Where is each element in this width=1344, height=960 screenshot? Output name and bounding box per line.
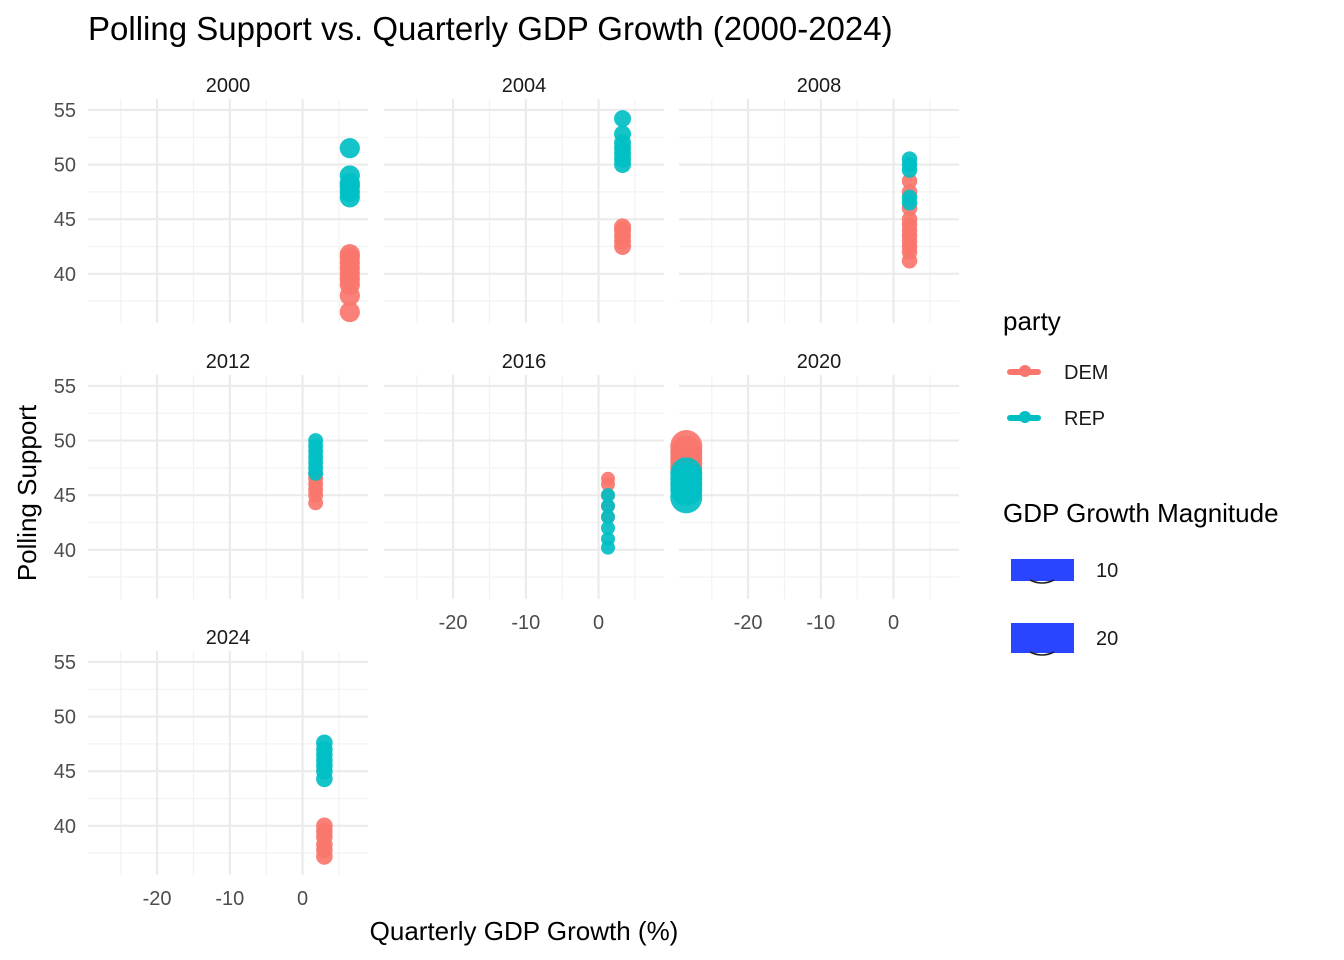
y-tick-label: 45 (54, 209, 76, 231)
data-point-rep-2016 (600, 488, 616, 503)
data-point-dem-2016 (600, 471, 616, 486)
y-tick-label: 45 (54, 761, 76, 783)
data-point-dem-2024 (316, 817, 333, 835)
panels-layer (88, 99, 959, 875)
size-legend-label: 10 (1096, 560, 1118, 582)
size-legend-entry-20: 20 (1011, 623, 1118, 656)
panel-2020 (679, 375, 959, 599)
data-point-rep-2024 (316, 734, 333, 752)
data-point-dem-2008 (901, 211, 918, 227)
y-tick-label: 45 (54, 485, 76, 507)
panel-2000 (88, 99, 368, 323)
x-tick-label: -10 (806, 612, 835, 634)
x-tick-label: 0 (593, 612, 604, 634)
size-legend-title: GDP Growth Magnitude (1003, 498, 1279, 528)
x-tick-label: -20 (439, 612, 468, 634)
x-tick-label: 0 (888, 612, 899, 634)
facet-label-2000: 2000 (206, 75, 251, 97)
facet-label-2008: 2008 (797, 75, 842, 97)
data-point-dem-2020 (670, 430, 703, 463)
data-point-rep-2016 (600, 510, 616, 525)
legend-entry-rep: REP (1007, 408, 1105, 430)
legend-key-point (1019, 365, 1031, 377)
facet-label-2004: 2004 (502, 75, 547, 97)
data-point-rep-2008 (901, 189, 918, 206)
data-point-dem-2000 (339, 244, 360, 265)
facet-label-2020: 2020 (797, 351, 842, 373)
color-legend-title: party (1003, 306, 1061, 336)
y-tick-label: 40 (54, 264, 76, 286)
y-tick-label: 55 (54, 652, 76, 674)
data-point-dem-2008 (901, 173, 918, 189)
data-point-rep-2004 (614, 125, 632, 143)
chart-title: Polling Support vs. Quarterly GDP Growth… (88, 10, 893, 47)
data-point-rep-2020 (670, 457, 703, 490)
y-axis-title: Polling Support (12, 404, 42, 581)
y-tick-label: 40 (54, 816, 76, 838)
data-point-rep-2016 (600, 520, 616, 535)
data-point-dem-2000 (339, 301, 360, 323)
legend-key-point (1019, 411, 1031, 423)
panel-2008 (679, 99, 959, 323)
panel-2016 (384, 375, 664, 599)
y-tick-label: 40 (54, 540, 76, 562)
size-legend-key (1011, 559, 1074, 581)
size-legend-key-outline (1029, 651, 1055, 656)
size-legend-entry-10: 10 (1011, 559, 1118, 584)
data-point-rep-2016 (600, 499, 616, 514)
facet-label-2016: 2016 (502, 351, 547, 373)
data-point-rep-2016 (600, 531, 616, 546)
y-tick-label: 50 (54, 155, 76, 177)
panel-2012 (88, 375, 368, 599)
facet-label-2012: 2012 (206, 351, 251, 373)
size-legend-key-outline (1029, 579, 1055, 584)
y-tick-label: 55 (54, 376, 76, 398)
data-point-rep-2008 (901, 151, 918, 167)
facet-label-2024: 2024 (206, 627, 251, 649)
data-point-rep-2004 (614, 110, 632, 128)
x-tick-label: -10 (511, 612, 540, 634)
size-legend-key (1011, 623, 1074, 653)
data-point-rep-2000 (339, 138, 360, 159)
legend-label-rep: REP (1064, 408, 1105, 430)
x-tick-label: -20 (734, 612, 763, 634)
legend: party GDP Growth Magnitude DEM REP 10 20 (1003, 306, 1279, 656)
y-tick-label: 50 (54, 707, 76, 729)
legend-entry-dem: DEM (1007, 362, 1108, 384)
y-tick-label: 50 (54, 431, 76, 453)
text-layer: Polling Support vs. Quarterly GDP Growth… (12, 10, 899, 946)
data-point-rep-2000 (339, 165, 360, 186)
data-point-rep-2012 (308, 433, 324, 449)
y-tick-label: 55 (54, 100, 76, 122)
marks-layer (308, 110, 918, 865)
data-point-dem-2004 (614, 218, 632, 236)
x-tick-label: -10 (215, 888, 244, 910)
x-axis-title: Quarterly GDP Growth (%) (370, 916, 679, 946)
size-legend-label: 20 (1096, 628, 1118, 650)
x-tick-label: 0 (297, 888, 308, 910)
legend-label-dem: DEM (1064, 362, 1108, 384)
x-tick-label: -20 (143, 888, 172, 910)
